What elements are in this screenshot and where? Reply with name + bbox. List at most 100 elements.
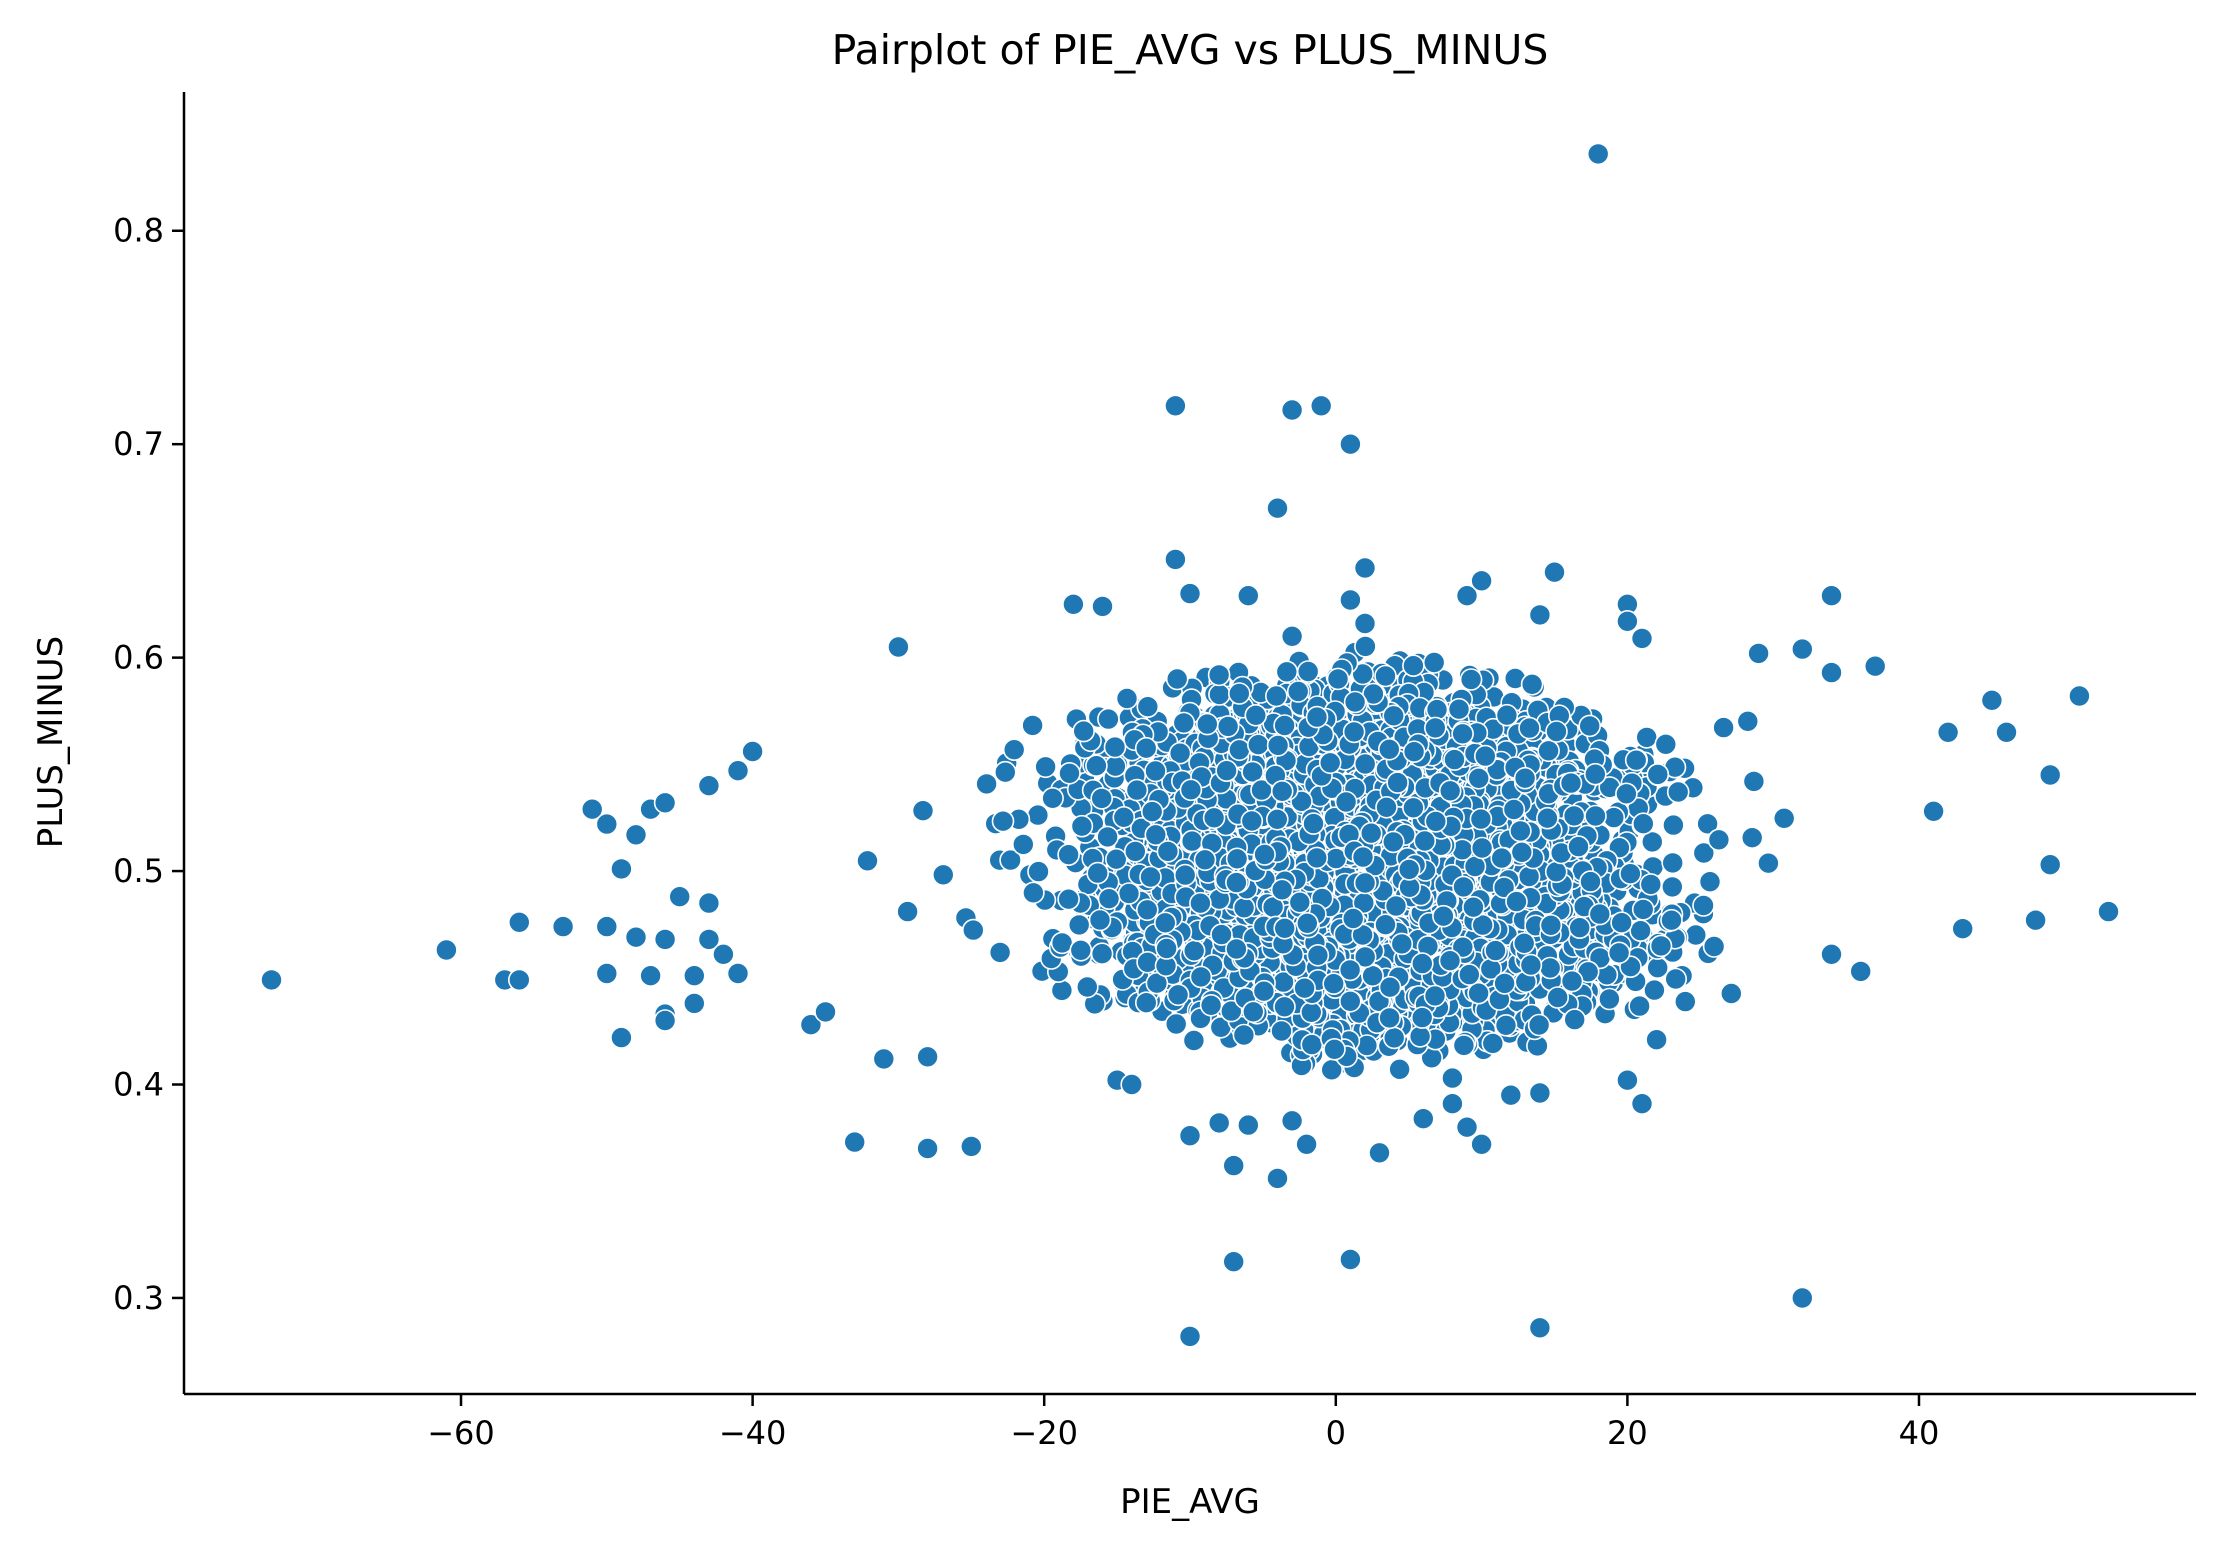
data-point [1247, 733, 1270, 757]
data-point [1649, 934, 1673, 958]
data-point [1351, 845, 1375, 869]
data-point-outlier [595, 962, 619, 985]
data-point [1069, 938, 1093, 962]
data-point [1484, 939, 1507, 962]
data-point [1696, 812, 1719, 836]
data-point [1300, 1033, 1324, 1056]
data-point [1413, 829, 1437, 853]
data-point [1154, 911, 1177, 935]
data-point [1225, 937, 1248, 961]
data-point [1378, 975, 1402, 999]
data-point [1382, 704, 1405, 728]
data-point-outlier [507, 968, 531, 992]
data-point-outlier [1120, 1073, 1143, 1096]
data-point [1296, 911, 1319, 935]
data-point [856, 849, 879, 873]
data-point-outlier [726, 759, 750, 783]
data-point-outlier [1339, 1248, 1362, 1271]
chart-title: Pairplot of PIE_AVG vs PLUS_MINUS [832, 26, 1549, 74]
data-point [1353, 752, 1377, 776]
data-point [1610, 911, 1633, 935]
data-point-outlier [682, 964, 706, 988]
data-point [1702, 935, 1726, 958]
data-point [1386, 771, 1409, 794]
data-point [1378, 737, 1401, 761]
data-point [1698, 870, 1722, 894]
data-point [1684, 923, 1708, 947]
data-point [1296, 660, 1320, 683]
data-point-outlier [1339, 588, 1362, 612]
data-point [1104, 754, 1127, 778]
data-point [1378, 1006, 1401, 1030]
data-point-outlier [1586, 142, 1610, 166]
data-point [1058, 761, 1081, 785]
data-point [1199, 993, 1223, 1017]
data-point-outlier [1995, 720, 2018, 744]
data-point [1513, 766, 1537, 790]
data-point-outlier [595, 915, 619, 938]
data-point [1022, 881, 1045, 905]
data-point [1536, 806, 1559, 830]
data-point [1326, 667, 1350, 691]
data-point-outlier [1441, 1092, 1464, 1115]
data-point [1359, 821, 1383, 845]
data-point-outlier [1266, 1167, 1289, 1190]
data-point [1088, 908, 1112, 932]
data-point [1388, 1058, 1411, 1081]
data-point [1384, 894, 1408, 918]
data-point [1559, 771, 1583, 795]
data-point [1193, 848, 1217, 872]
data-point [1451, 722, 1474, 746]
data-point-outlier [2038, 853, 2062, 877]
data-point-outlier [1164, 548, 1187, 571]
data-point [1537, 739, 1560, 763]
data-point [1674, 990, 1697, 1013]
data-point-outlier [1863, 654, 1887, 678]
data-point [1086, 861, 1109, 885]
data-point [1664, 967, 1687, 991]
data-point [1134, 736, 1158, 760]
data-point-outlier [1207, 1111, 1231, 1135]
data-point [1145, 971, 1169, 995]
data-point [1598, 987, 1621, 1011]
data-point [1300, 1000, 1323, 1024]
y-tick-label: 0.4 [113, 1066, 164, 1104]
data-point-outlier [1412, 1107, 1435, 1130]
data-point-outlier [1499, 1083, 1523, 1107]
data-point [1286, 680, 1310, 703]
data-point [1189, 965, 1213, 989]
data-point [1353, 871, 1377, 895]
data-point-outlier [1222, 1154, 1245, 1177]
data-point [1495, 703, 1519, 727]
data-point [1607, 941, 1631, 965]
data-point [1467, 981, 1490, 1005]
data-point [1270, 878, 1294, 902]
data-point [1424, 810, 1448, 833]
data-point-outlier [682, 992, 706, 1015]
data-point-outlier [1528, 1081, 1552, 1105]
y-tick-label: 0.3 [113, 1279, 164, 1317]
data-point-outlier [2024, 908, 2047, 932]
data-point [1339, 989, 1362, 1013]
data-point [1225, 871, 1248, 894]
data-point [1510, 840, 1534, 864]
data-point [1539, 913, 1563, 937]
data-point [1265, 684, 1288, 708]
data-point [1635, 726, 1658, 749]
data-point [1225, 847, 1249, 871]
data-point-outlier [1470, 569, 1493, 593]
data-point-outlier [916, 1045, 939, 1069]
data-point [1447, 697, 1471, 721]
data-point-outlier [1237, 584, 1260, 608]
data-point [1097, 887, 1121, 911]
data-point-outlier [1630, 627, 1654, 650]
data-point [1458, 963, 1481, 986]
data-point [1452, 1034, 1476, 1057]
scatter-points [260, 142, 2120, 1348]
x-tick-label: 20 [1607, 1414, 1648, 1452]
data-point-outlier [1178, 1325, 1202, 1348]
data-point [1740, 826, 1764, 850]
data-point [1173, 863, 1197, 887]
data-point [1563, 1008, 1586, 1031]
data-point-outlier [1980, 688, 2004, 712]
